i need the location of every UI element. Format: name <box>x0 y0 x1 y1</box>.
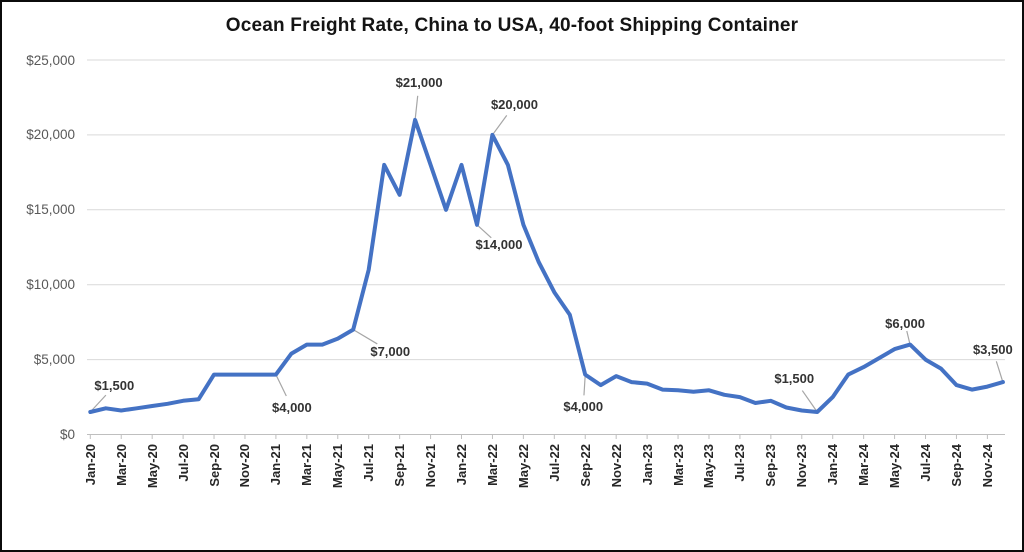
x-axis-tick-label: Jan-21 <box>268 444 284 486</box>
x-axis-tick-label: Jul-23 <box>732 444 748 482</box>
x-axis-tick-label: Jan-20 <box>82 444 98 486</box>
y-axis-tick-label: $15,000 <box>26 202 75 218</box>
x-axis-tick-label: Sep-20 <box>206 444 222 487</box>
x-axis-tick-label: Nov-23 <box>794 444 810 488</box>
data-point-callout-label: $20,000 <box>490 96 538 112</box>
annotation-leader-line <box>476 224 492 239</box>
x-axis-tick-label: Jul-21 <box>361 444 377 482</box>
x-axis-tick-label: Mar-23 <box>670 444 686 486</box>
x-axis-tick-label: Jan-22 <box>454 444 469 486</box>
x-axis-tick-label: Jul-20 <box>175 444 191 482</box>
annotation-leader-line <box>89 394 107 413</box>
freight-rate-series-line <box>88 117 1005 414</box>
x-axis-tick-label: Nov-21 <box>423 444 439 488</box>
annotation-leader-line <box>352 329 378 345</box>
data-point-callout-label: $7,000 <box>370 343 411 359</box>
annotation-leader-line <box>414 95 419 120</box>
annotation-leader-line <box>491 115 508 136</box>
annotation-leader-line <box>801 390 818 413</box>
data-point-callout-label: $1,500 <box>94 378 135 394</box>
x-axis-tick-label: Mar-21 <box>299 444 315 486</box>
data-point-callout-label: $4,000 <box>563 398 604 414</box>
x-axis-tick-label: May-22 <box>515 444 531 489</box>
y-axis-tick-label: $5,000 <box>33 352 75 368</box>
y-axis-tick-label: $25,000 <box>26 52 75 68</box>
x-axis-tick-label: Nov-24 <box>979 444 995 488</box>
x-axis-tick-label: Nov-20 <box>237 444 253 488</box>
x-axis-tick-label: Sep-23 <box>763 444 779 487</box>
x-axis-tick-label: Sep-24 <box>948 444 964 487</box>
data-point-callout-label: $4,000 <box>272 399 312 415</box>
x-axis-tick-label: Jul-22 <box>546 444 562 482</box>
annotation-leader-line <box>275 374 287 397</box>
x-axis-tick-label: Sep-22 <box>577 444 593 487</box>
data-point-callout-label: $6,000 <box>885 315 925 331</box>
x-axis-tick-label: May-21 <box>330 444 346 489</box>
x-axis-tick-label: Jan-24 <box>825 444 841 486</box>
data-point-callout-label: $3,500 <box>972 342 1013 358</box>
x-axis-tick-label: May-20 <box>144 444 160 489</box>
y-axis-tick-label: $10,000 <box>26 277 75 293</box>
data-point-callout-label: $21,000 <box>395 74 443 90</box>
x-axis-tick-label: May-24 <box>887 444 903 489</box>
x-axis-tick-label: Jan-23 <box>639 444 655 486</box>
data-point-callout-label: $1,500 <box>774 371 815 387</box>
x-axis-tick-label: Sep-21 <box>392 444 408 487</box>
data-point-callout-label: $14,000 <box>475 236 523 252</box>
y-axis-tick-label: $0 <box>59 427 75 442</box>
x-axis-tick-label: Mar-22 <box>484 444 500 486</box>
annotation-leader-line <box>906 330 911 345</box>
x-axis-tick-label: Nov-22 <box>608 444 624 488</box>
chart-title: Ocean Freight Rate, China to USA, 40-foo… <box>225 15 799 36</box>
x-axis-tick-label: Jul-24 <box>918 444 934 482</box>
y-axis-tick-label: $20,000 <box>26 127 75 143</box>
annotation-leader-line <box>583 374 586 396</box>
annotation-leader-line <box>995 361 1004 383</box>
x-axis-tick-label: Mar-24 <box>856 444 872 486</box>
x-axis-tick-label: Mar-20 <box>113 444 129 486</box>
x-axis-tick-label: May-23 <box>701 444 717 489</box>
